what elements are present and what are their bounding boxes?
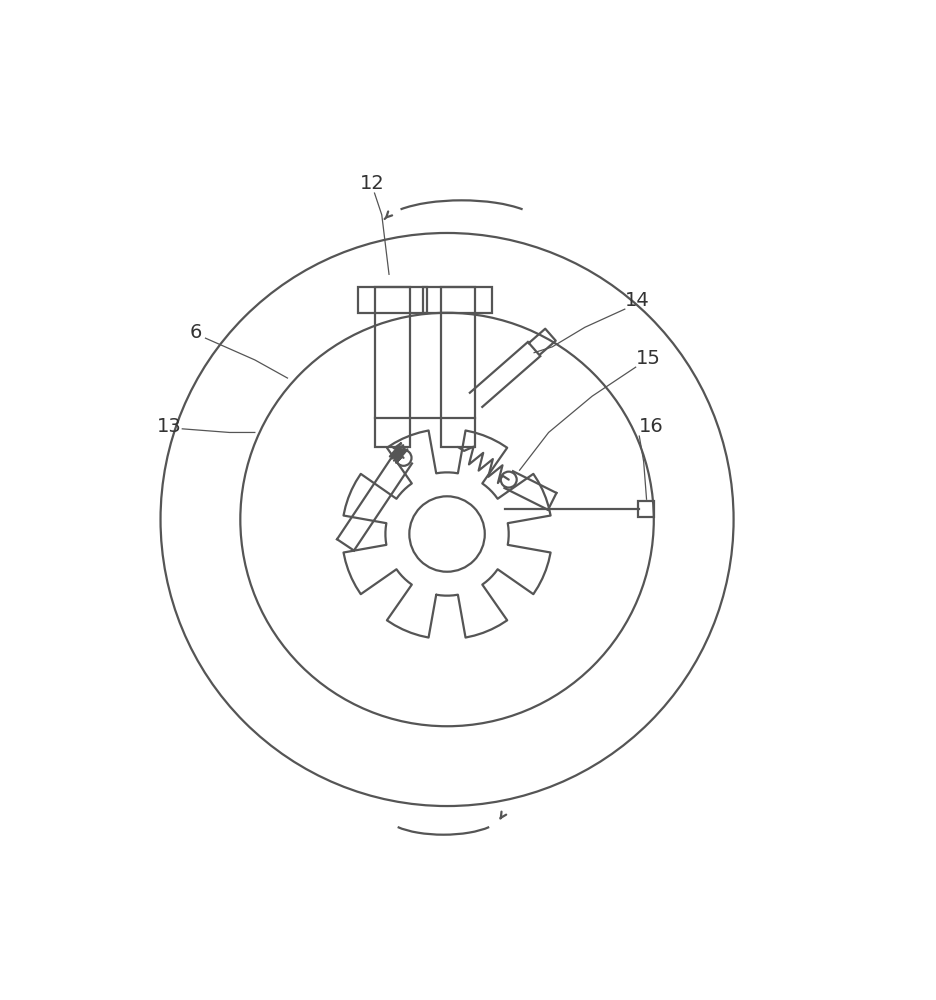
Text: 16: 16 (639, 417, 664, 436)
Text: 12: 12 (360, 174, 385, 193)
Bar (637, 501, 653, 517)
Bar (423, 287, 492, 313)
Bar (358, 287, 427, 313)
Bar (375, 287, 410, 447)
Bar (441, 287, 475, 447)
Text: 6: 6 (190, 323, 202, 342)
Text: 14: 14 (625, 291, 650, 310)
Text: 13: 13 (157, 417, 182, 436)
Text: 15: 15 (636, 349, 661, 368)
